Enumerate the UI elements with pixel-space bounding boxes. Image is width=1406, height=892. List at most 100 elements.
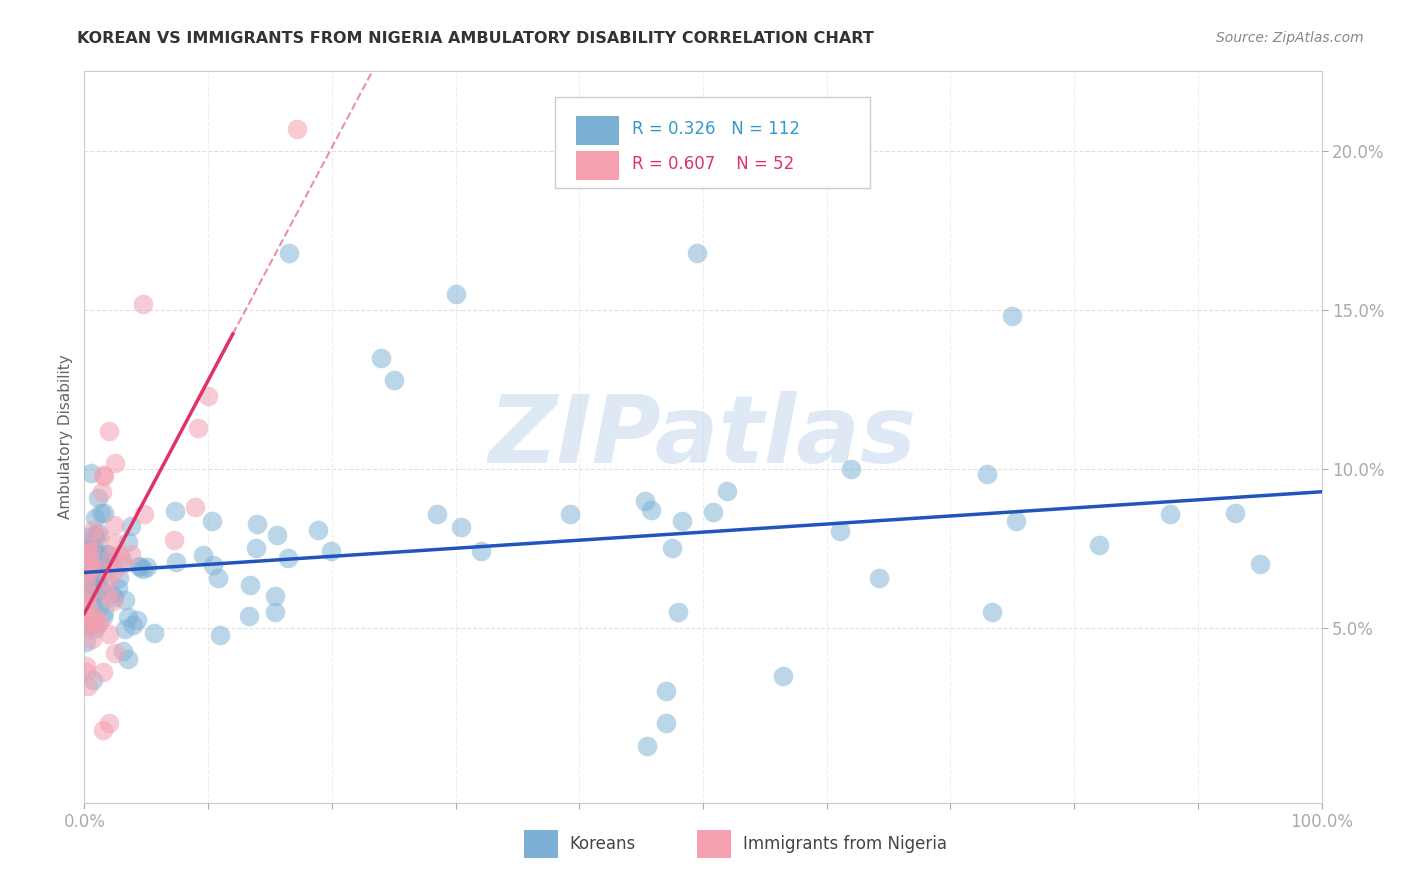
Point (79, 558, 101, 572)
Point (93, 605, 115, 619)
Point (98, 716, 121, 731)
Point (79, 616, 101, 631)
Point (76, 623, 98, 637)
Point (84, 549, 107, 564)
Point (1223, 507, 1246, 521)
Point (143, 626, 166, 640)
Point (307, 523, 329, 537)
Point (201, 558, 224, 573)
Point (277, 551, 299, 566)
Point (91, 484, 114, 499)
Point (76, 589, 98, 603)
Point (655, 716, 678, 731)
Y-axis label: Ambulatory Disability: Ambulatory Disability (58, 355, 73, 519)
Bar (575, 116, 619, 145)
Point (132, 562, 155, 576)
Point (382, 373, 405, 387)
Point (79, 618, 101, 632)
Point (91, 609, 114, 624)
Point (666, 605, 689, 619)
Point (772, 668, 794, 682)
Point (76, 615, 98, 629)
Point (201, 514, 224, 528)
Point (238, 578, 260, 592)
Point (93, 506, 115, 520)
Point (82, 523, 104, 537)
Text: Immigrants from Nigeria: Immigrants from Nigeria (742, 835, 946, 853)
Point (1005, 514, 1028, 528)
Point (128, 558, 150, 573)
Bar (523, 830, 558, 858)
Point (976, 467, 998, 481)
Point (245, 541, 267, 556)
Point (103, 518, 125, 533)
Point (83, 563, 105, 577)
Point (82, 596, 104, 610)
Point (136, 560, 159, 574)
Point (83, 510, 105, 524)
Point (82, 566, 104, 581)
Point (79, 554, 101, 568)
Point (101, 593, 124, 607)
Point (104, 536, 127, 550)
Point (86, 618, 108, 632)
Point (79, 577, 101, 591)
Bar (575, 151, 619, 180)
Point (655, 684, 678, 698)
Point (828, 524, 851, 539)
Point (87, 526, 110, 541)
Point (111, 557, 134, 571)
Point (163, 503, 186, 517)
Point (686, 245, 709, 260)
Point (187, 421, 209, 435)
Point (716, 484, 738, 499)
Point (277, 245, 299, 260)
Point (83, 527, 105, 541)
Point (84, 586, 107, 600)
Point (82, 577, 104, 591)
Point (89, 615, 111, 630)
Text: ZIPatlas: ZIPatlas (489, 391, 917, 483)
Point (80, 632, 103, 647)
Point (80, 553, 103, 567)
Point (89, 582, 111, 596)
Point (84, 572, 107, 586)
Point (104, 456, 127, 470)
Point (1249, 558, 1271, 572)
Text: KOREAN VS IMMIGRANTS FROM NIGERIA AMBULATORY DISABILITY CORRELATION CHART: KOREAN VS IMMIGRANTS FROM NIGERIA AMBULA… (77, 31, 875, 46)
Point (87, 580, 110, 594)
Point (79, 545, 101, 559)
Point (79, 562, 101, 576)
Point (83, 614, 105, 628)
Point (77, 541, 100, 555)
Point (111, 551, 134, 566)
Point (285, 121, 308, 136)
Point (80, 467, 103, 481)
Point (89, 529, 111, 543)
Text: R = 0.326   N = 112: R = 0.326 N = 112 (633, 120, 800, 138)
Point (91, 468, 114, 483)
Point (76, 530, 98, 544)
Point (84, 530, 107, 544)
Point (636, 739, 658, 753)
Point (82, 673, 104, 687)
Point (100, 549, 122, 563)
Point (97, 573, 120, 587)
Point (370, 351, 392, 365)
Point (120, 519, 142, 533)
Point (76, 568, 98, 582)
Point (702, 506, 724, 520)
Point (245, 516, 267, 531)
Point (634, 494, 657, 508)
Point (83, 573, 105, 587)
Point (117, 652, 139, 666)
Point (93, 547, 115, 561)
Point (1088, 538, 1111, 552)
Point (75, 635, 97, 649)
Point (80, 541, 103, 555)
Point (104, 646, 127, 660)
Point (183, 500, 205, 514)
Point (238, 609, 260, 624)
Text: Source: ZipAtlas.com: Source: ZipAtlas.com (1216, 31, 1364, 45)
Point (117, 609, 139, 624)
